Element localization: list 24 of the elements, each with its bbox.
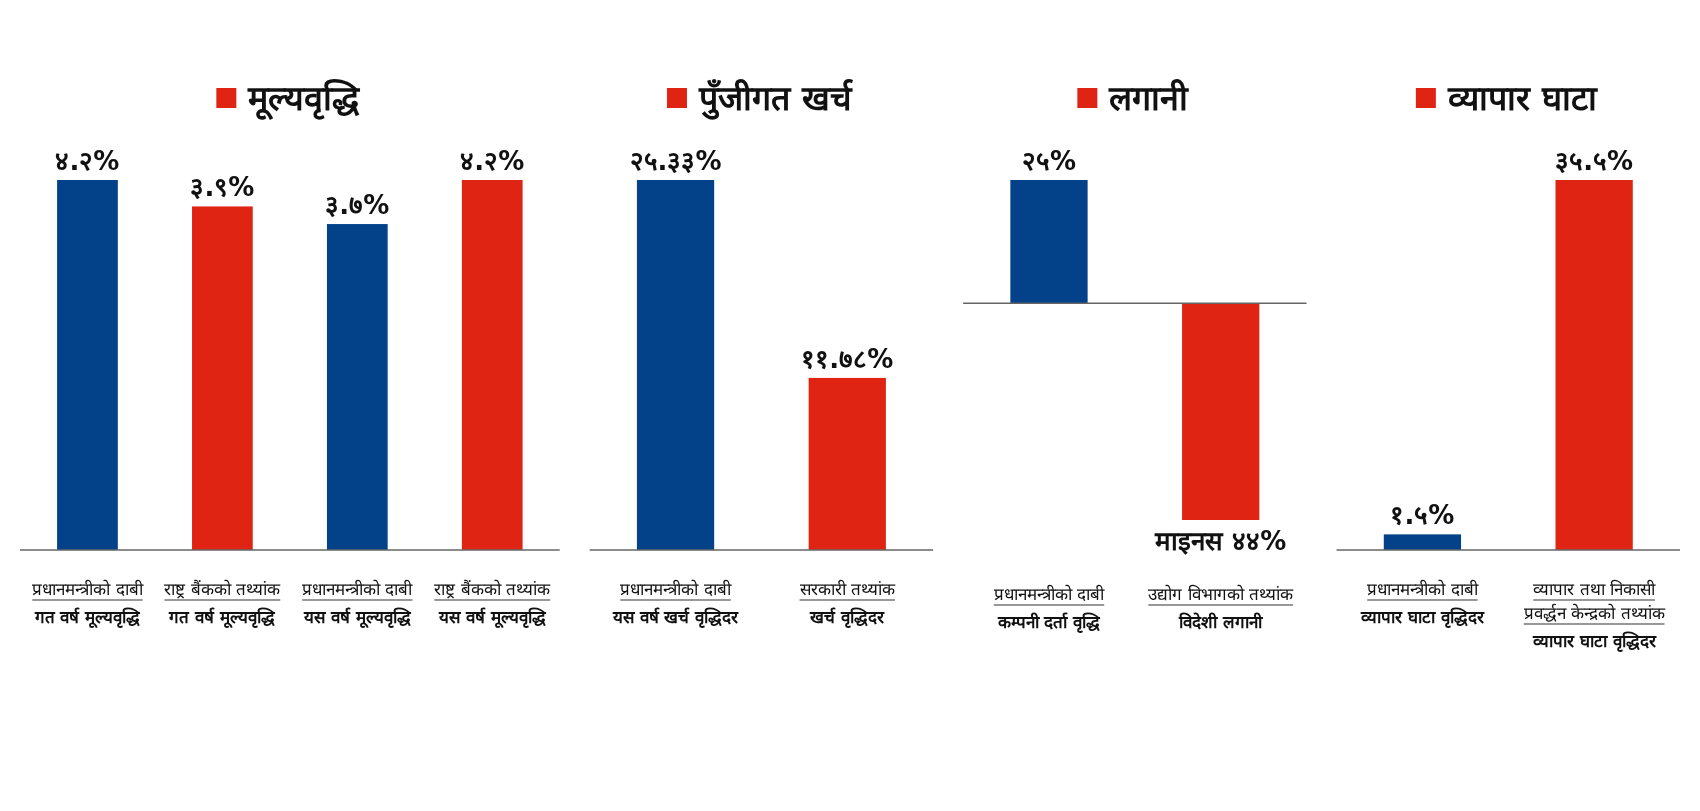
x-tick-label: उद्योग विभागको तथ्यांक विदेशी लगानी <box>1148 584 1295 632</box>
data-label: ३५.५% <box>1555 146 1634 176</box>
x-tick-label: राष्ट्र बैंकको तथ्यांक गत वर्ष मूल्यवृद्धि <box>164 579 282 629</box>
data-label: ३.७% <box>325 190 390 221</box>
chart-title: लगानी <box>1108 78 1190 118</box>
x-tick-label: प्रधानमन्त्रीको दाबी यस वर्ष मूल्यवृद्धि <box>302 579 414 629</box>
data-label: १.५% <box>1390 500 1455 531</box>
x-tick-label: प्रधानमन्त्रीको दाबी व्यापार घाटा वृद्धिदर <box>1360 579 1485 628</box>
chart-title: पुँजीगत खर्च <box>697 78 854 120</box>
x-tick-label: प्रधानमन्त्रीको दाबी गत वर्ष मूल्यवृद्धि <box>32 579 144 629</box>
data-label: २५% <box>1021 146 1077 176</box>
data-label: ११.७८% <box>801 343 894 374</box>
x-tick-label: प्रधानमन्त्रीको दाबी कम्पनी दर्ता वृद्धि <box>993 584 1106 633</box>
chart-title: व्यापार घाटा <box>1446 78 1598 118</box>
x-tick-label: राष्ट्र बैंकको तथ्यांक यस वर्ष मूल्यवृद्धि <box>434 579 552 629</box>
data-label: ४.२% <box>460 146 525 176</box>
x-tick-label: प्रधानमन्त्रीको दाबी यस वर्ष खर्च वृद्धिदर <box>611 579 740 628</box>
data-label: माइनस ४४% <box>1154 526 1287 556</box>
data-label: २५.३३% <box>629 146 722 176</box>
chart-title: मूल्यवृद्धि <box>247 78 362 121</box>
data-label: ३.९% <box>190 172 255 203</box>
x-tick-label: सरकारी तथ्यांक खर्च वृद्धिदर <box>799 579 896 628</box>
x-tick-label: व्यापार तथा निकासी प्रवर्द्धन केन्द्रको तथ्यांक व्यापार घाटा वृद्धिदर <box>1523 579 1666 652</box>
data-label: ४.२% <box>55 146 120 176</box>
